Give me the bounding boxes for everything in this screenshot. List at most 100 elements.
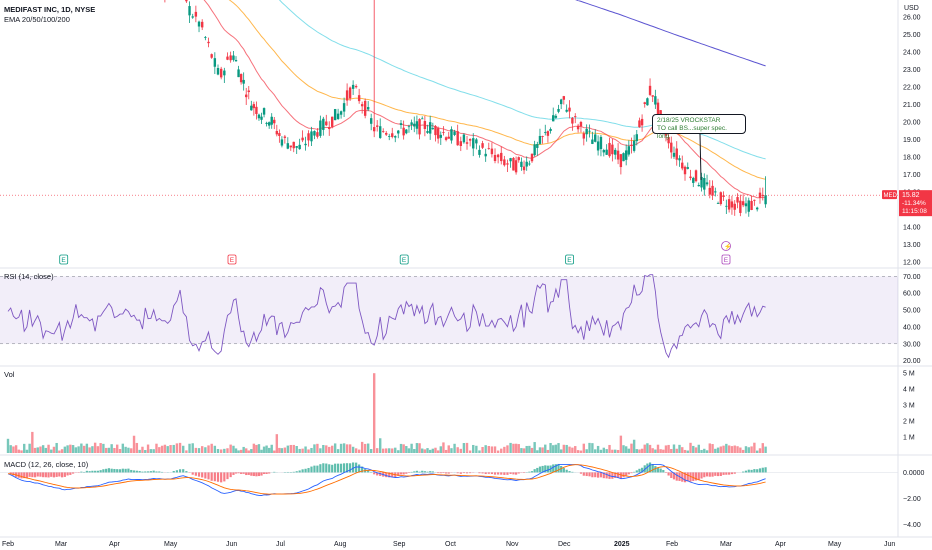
candle-body <box>405 129 408 134</box>
candle-body <box>319 120 322 136</box>
volume-bar <box>627 448 631 453</box>
candle-body <box>328 127 331 130</box>
volume-bar <box>298 448 301 453</box>
macd-histogram-bar <box>405 472 408 474</box>
volume-bar <box>541 447 544 453</box>
volume-bar <box>223 448 226 453</box>
macd-histogram-bar <box>247 472 250 475</box>
macd-histogram-bar <box>232 472 235 475</box>
volume-bar <box>421 448 424 453</box>
macd-histogram-bar <box>66 472 69 476</box>
macd-histogram-bar <box>216 472 220 482</box>
dividend-marker-icon: ⚡ <box>724 243 731 251</box>
candle-body <box>431 128 435 130</box>
macd-histogram-bar <box>437 472 440 474</box>
macd-histogram-bar <box>528 471 531 473</box>
volume-bar <box>493 446 497 453</box>
macd-histogram-bar <box>337 463 340 473</box>
volume-bar <box>31 431 34 453</box>
volume-bar <box>36 447 39 453</box>
candle-body <box>733 203 736 210</box>
macd-histogram-bar <box>399 472 403 475</box>
macd-histogram-bar <box>116 469 119 473</box>
candle-body <box>348 87 352 99</box>
candle-body <box>582 133 586 139</box>
candle-body <box>627 146 631 155</box>
volume-bar <box>439 446 442 453</box>
volume-bar <box>372 373 376 453</box>
volume-bar <box>17 449 21 453</box>
candle-body <box>576 125 580 130</box>
macd-histogram-bar <box>533 469 536 473</box>
volume-bar <box>382 448 385 453</box>
candle-body <box>462 134 466 143</box>
candle-body <box>541 136 544 137</box>
candle-body <box>270 116 273 125</box>
candle-body <box>619 154 623 168</box>
volume-bar <box>63 446 67 453</box>
macd-histogram-bar <box>60 472 64 478</box>
macd-histogram-bar <box>172 470 175 473</box>
volume-bar <box>574 446 577 453</box>
candle-body <box>538 135 542 144</box>
candle-body <box>301 137 304 141</box>
volume-bar <box>522 448 526 453</box>
macd-histogram-bar <box>91 470 94 473</box>
candle-body <box>599 136 603 150</box>
volume-bar <box>52 446 56 453</box>
candle-body <box>651 95 654 97</box>
macd-histogram-bar <box>28 472 31 477</box>
candle-body <box>646 98 649 106</box>
candle-body <box>219 68 223 78</box>
candle-body <box>744 203 748 207</box>
volume-bar <box>517 444 520 453</box>
macd-histogram-bar <box>304 468 307 473</box>
volume-bar <box>571 447 574 453</box>
volume-bar <box>229 444 232 453</box>
macd-histogram-bar <box>85 470 88 473</box>
idea-annotation[interactable]: 2/18/25 VROCKSTAR TO call BS...super spe… <box>652 114 746 140</box>
volume-bar <box>252 443 256 453</box>
candle-body <box>204 36 207 38</box>
macd-histogram-bar <box>552 464 555 473</box>
candle-body <box>210 54 213 58</box>
volume-bar <box>50 449 53 453</box>
candle-body <box>247 90 250 93</box>
ema50-line <box>228 0 766 180</box>
candle-body <box>304 143 307 146</box>
vol-label[interactable]: Vol <box>4 370 15 379</box>
candle-body <box>345 90 349 101</box>
volume-bar <box>554 444 558 453</box>
candle-body <box>522 166 526 171</box>
volume-bar <box>144 450 147 453</box>
macd-histogram-bar <box>402 472 405 475</box>
macd-histogram-bar <box>307 467 310 473</box>
x-axis-label: Mar <box>720 541 733 548</box>
candle-body <box>456 131 459 146</box>
volume-bar <box>160 445 164 453</box>
volume-bar <box>138 449 141 453</box>
macd-label[interactable]: MACD (12, 26, close, 10) <box>4 460 89 469</box>
candle-body <box>262 108 266 115</box>
macd-histogram-bar <box>191 472 194 475</box>
candle-body <box>267 122 271 126</box>
price-tick-label: 22.00 <box>903 85 921 92</box>
macd-histogram-bar <box>562 468 565 473</box>
volume-bar <box>262 446 266 453</box>
macd-histogram-bar <box>635 470 638 473</box>
candle-body <box>459 141 462 146</box>
volume-bar <box>74 447 78 453</box>
volume-bar <box>405 446 408 453</box>
volume-bar <box>761 443 764 453</box>
rsi-tick-label: 50.00 <box>903 308 921 315</box>
macd-histogram-bar <box>633 471 636 473</box>
rsi-line <box>7 274 766 359</box>
macd-histogram-bar <box>711 472 714 477</box>
candle-body <box>549 128 552 131</box>
candle-body <box>418 119 421 135</box>
macd-histogram-bar <box>703 472 706 478</box>
volume-bar <box>232 445 235 453</box>
rsi-label[interactable]: RSI (14, close) <box>4 272 54 281</box>
volume-bar <box>568 446 571 453</box>
ema-legend[interactable]: EMA 20/50/100/200 <box>4 15 70 24</box>
